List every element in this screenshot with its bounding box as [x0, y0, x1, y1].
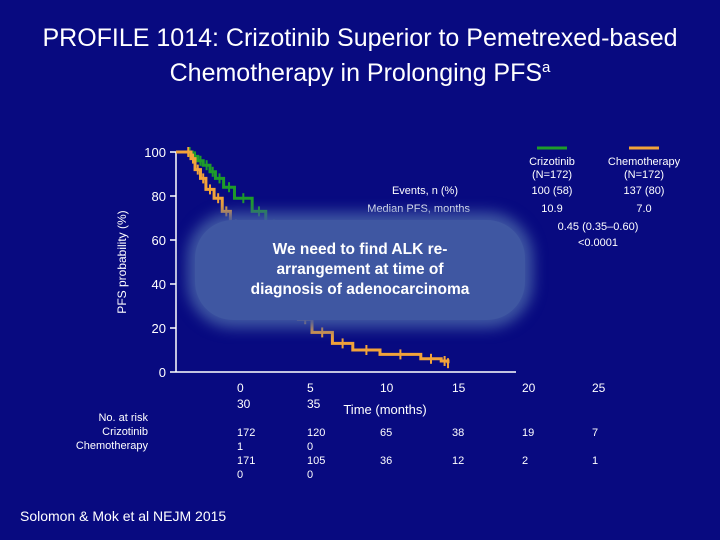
at-risk-chemotherapy-value: 105: [307, 455, 325, 467]
x-tick-label: 5: [307, 381, 314, 395]
chart-legend: Crizotinib(N=172)Chemotherapy(N=172)Even…: [367, 146, 681, 249]
at-risk-crizotinib-extra: 0: [307, 441, 313, 453]
at-risk-row1-label: Crizotinib: [102, 426, 148, 438]
at-risk-chemotherapy-value: 2: [522, 455, 528, 467]
legend-label-chemotherapy: Chemotherapy: [608, 156, 681, 168]
legend-label-crizotinib: Crizotinib: [529, 156, 575, 168]
stats-p-value: <0.0001: [578, 237, 618, 249]
x-tick-label: 15: [452, 381, 466, 395]
y-axis-title: PFS probability (%): [115, 210, 129, 313]
x-tick-label: 10: [380, 381, 394, 395]
x-tick-label: 25: [592, 381, 606, 395]
x-tick-label-extra: 30: [237, 397, 251, 411]
stats-hazard-ratio: 0.45 (0.35–0.60): [558, 221, 639, 233]
slide-title-line1: PROFILE 1014: Crizotinib Superior to Pem…: [42, 24, 678, 52]
legend-n-chemotherapy: (N=172): [624, 169, 664, 181]
at-risk-chemotherapy-extra: 0: [237, 469, 243, 481]
callout-line2: arrangement at time of: [276, 261, 444, 278]
x-tick-label-extra: 35: [307, 397, 321, 411]
y-tick-label: 80: [152, 189, 166, 204]
callout-line3: diagnosis of adenocarcinoma: [250, 281, 470, 298]
stats-events-chemotherapy: 137 (80): [624, 185, 665, 197]
at-risk-header: No. at risk: [98, 412, 148, 424]
at-risk-crizotinib-value: 7: [592, 427, 598, 439]
citation: Solomon & Mok et al NEJM 2015: [20, 508, 227, 524]
at-risk-chemotherapy-value: 36: [380, 455, 392, 467]
at-risk-chemotherapy-value: 12: [452, 455, 464, 467]
callout-line1: We need to find ALK re-: [272, 241, 448, 258]
at-risk-crizotinib-value: 19: [522, 427, 534, 439]
title-superscript: a: [542, 59, 551, 76]
y-tick-label: 60: [152, 233, 166, 248]
y-tick-label: 0: [159, 365, 166, 380]
slide-title-line2-text: Chemotherapy in Prolonging PFS: [169, 59, 543, 87]
slide-title-line2: Chemotherapy in Prolonging PFSa: [0, 52, 720, 89]
stats-median-crizotinib: 10.9: [541, 203, 562, 215]
x-tick-label: 20: [522, 381, 536, 395]
at-risk-chemotherapy-value: 171: [237, 455, 255, 467]
at-risk-crizotinib-value: 172: [237, 427, 255, 439]
y-tick-label: 20: [152, 321, 166, 336]
at-risk-crizotinib-value: 65: [380, 427, 392, 439]
at-risk-chemotherapy-extra: 0: [307, 469, 313, 481]
at-risk-row2-label: Chemotherapy: [75, 440, 148, 452]
callout-text: We need to find ALK re- arrangement at t…: [208, 240, 512, 300]
stats-median-label: Median PFS, months: [367, 203, 470, 215]
stats-median-chemotherapy: 7.0: [636, 203, 651, 215]
at-risk-crizotinib-extra: 1: [237, 441, 243, 453]
stats-events-label: Events, n (%): [392, 185, 458, 197]
y-tick-label: 40: [152, 277, 166, 292]
x-axis-title: Time (months): [343, 402, 426, 417]
at-risk-crizotinib-value: 38: [452, 427, 464, 439]
legend-n-crizotinib: (N=172): [532, 169, 572, 181]
stats-events-crizotinib: 100 (58): [532, 185, 573, 197]
x-tick-label: 0: [237, 381, 244, 395]
at-risk-chemotherapy-value: 1: [592, 455, 598, 467]
at-risk-crizotinib-value: 120: [307, 427, 325, 439]
callout-box: [195, 220, 525, 320]
y-tick-label: 100: [144, 145, 166, 160]
